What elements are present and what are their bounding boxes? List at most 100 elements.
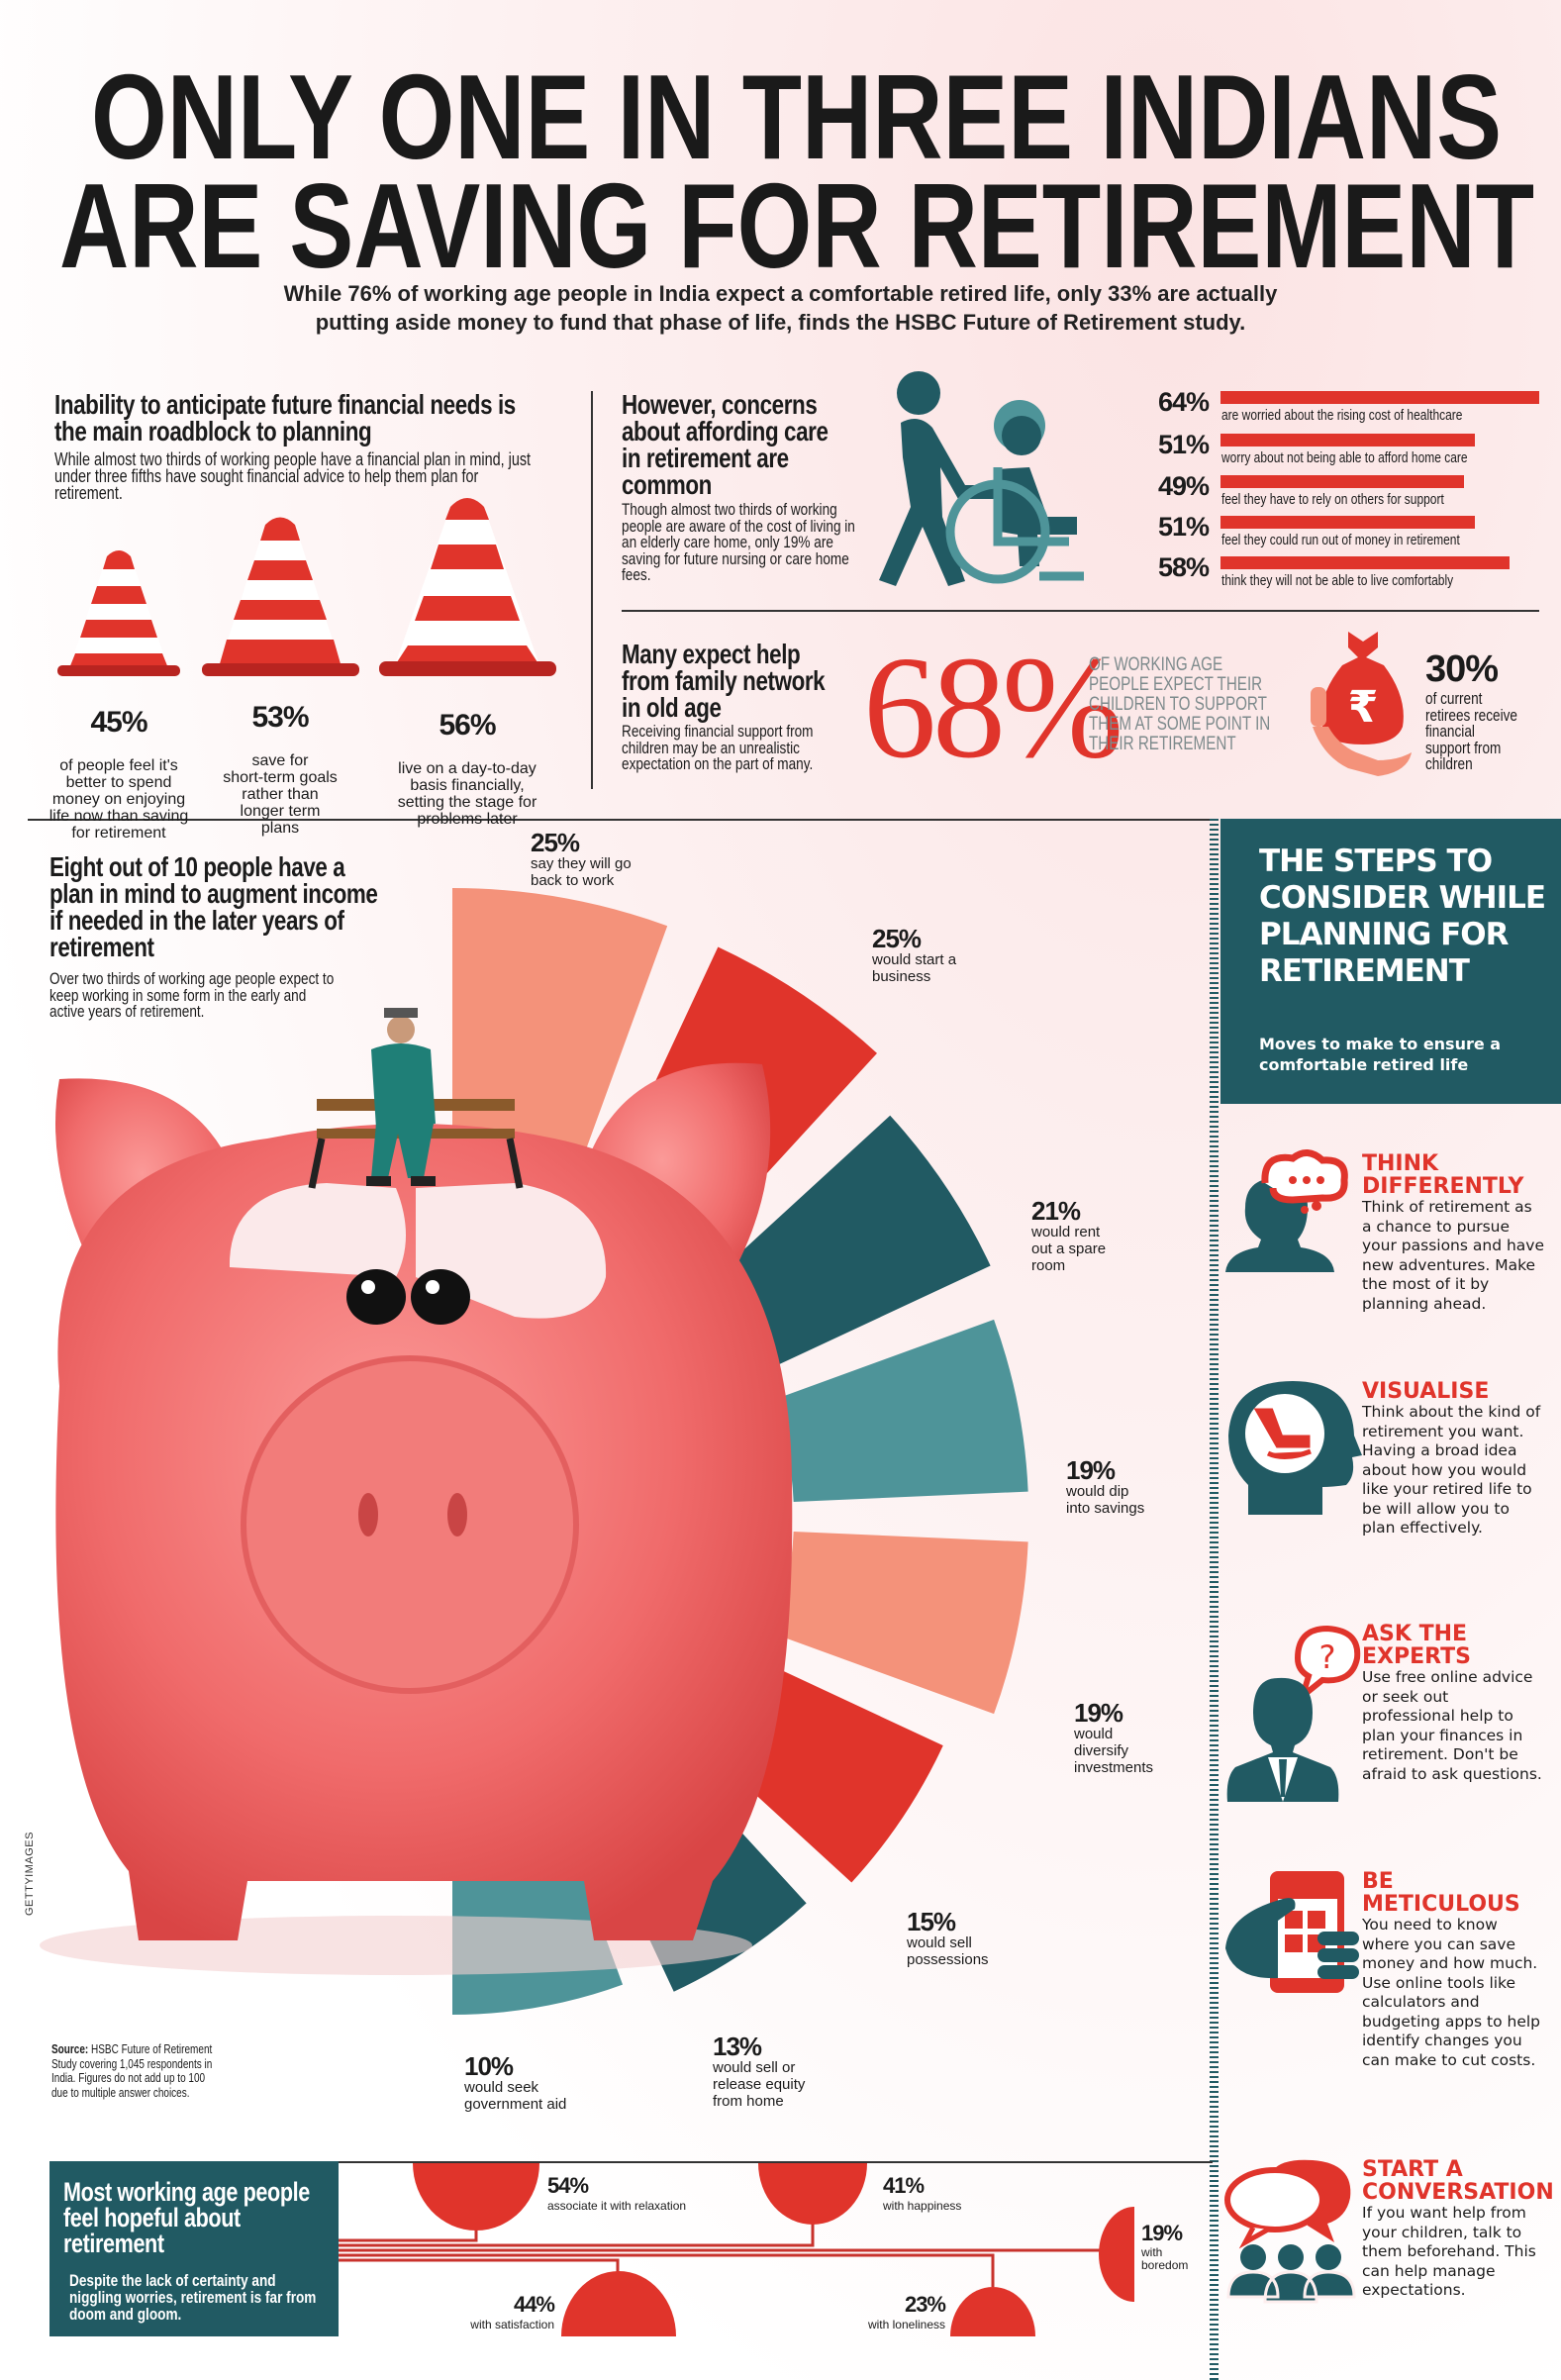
radial-bar-text: would seek government aid bbox=[464, 2079, 567, 2113]
bottom-divider bbox=[49, 2161, 1213, 2163]
step-body: Think of retirement as a chance to pursu… bbox=[1362, 1198, 1545, 1313]
care-stat-pct: 58% bbox=[1158, 552, 1210, 582]
caregiver-wheelchair-icon bbox=[879, 371, 1084, 586]
connector-line bbox=[339, 2228, 478, 2242]
hopeful-mark-happiness bbox=[758, 2163, 867, 2225]
care-stat-pct: 51% bbox=[1158, 512, 1210, 542]
expert-question-icon: ? bbox=[1226, 1625, 1361, 1802]
care-stat-pct: 64% bbox=[1158, 387, 1210, 417]
hopeful-mark-relaxation bbox=[413, 2163, 539, 2231]
radial-bar-label: 25% would start a business bbox=[872, 926, 956, 985]
cone-stat-pct: 45% bbox=[90, 706, 147, 739]
step-item: START A CONVERSATION If you want help fro… bbox=[1362, 2158, 1554, 2301]
radial-bar-text: would rent out a spare room bbox=[1031, 1224, 1107, 1274]
radial-bar-text: would dip into savings bbox=[1066, 1483, 1145, 1517]
cone-stat-text: live on a day-to-day basis financially, … bbox=[397, 760, 537, 828]
care-stat-text: feel they could run out of money in reti… bbox=[1221, 532, 1460, 548]
radial-bar-pct: 19% bbox=[1074, 1698, 1123, 1728]
source-note: Source: HSBC Future of Retirement Study … bbox=[51, 2042, 222, 2100]
radial-bar-pct: 10% bbox=[464, 2051, 514, 2081]
radial-bar bbox=[773, 1319, 1028, 1502]
cone-stat-pct: 56% bbox=[439, 709, 496, 742]
hopeful-pct: 19% bbox=[1141, 2221, 1183, 2245]
radial-bar-pct: 25% bbox=[872, 924, 922, 953]
connector-line bbox=[339, 2258, 620, 2272]
family-heading: Many expect help from family network in … bbox=[622, 639, 826, 723]
hopeful-text: with satisfaction bbox=[470, 2318, 554, 2331]
hopeful-text: with loneliness bbox=[867, 2318, 945, 2331]
augment-body: Over two thirds of working age people ex… bbox=[49, 969, 335, 1021]
source-text: HSBC Future of Retirement Study covering… bbox=[51, 2042, 213, 2100]
step-item: BE METICULOUS You need to know where you … bbox=[1362, 1870, 1545, 2070]
cone-icon bbox=[57, 550, 180, 676]
care-stat-pct: 49% bbox=[1158, 471, 1210, 501]
step-item: THINK DIFFERENTLY Think of retirement as … bbox=[1362, 1152, 1545, 1314]
radial-bar-label: 10% would seek government aid bbox=[464, 2053, 566, 2113]
title-line-2: ARE SAVING FOR RETIREMENT bbox=[59, 158, 1534, 293]
cone-stat-pct: 53% bbox=[251, 701, 309, 734]
family-side-pct: 30% bbox=[1425, 648, 1499, 690]
radial-bar-label: 19% would dip into savings bbox=[1066, 1457, 1144, 1517]
step-item: ASK THE EXPERTS Use free online advice or… bbox=[1362, 1623, 1545, 1784]
care-stat-bar bbox=[1220, 556, 1510, 569]
steps-title: THE STEPS TO CONSIDER WHILE PLANNING FOR… bbox=[1259, 843, 1546, 989]
hopeful-pct: 23% bbox=[904, 2292, 946, 2317]
dashed-separator bbox=[1210, 819, 1219, 2380]
svg-text:₹: ₹ bbox=[1348, 682, 1379, 733]
radial-bar-label: 25% say they will go back to work bbox=[531, 830, 632, 889]
radial-bar-label: 13% would sell or release equity from hom… bbox=[713, 2033, 805, 2110]
hopeful-pct: 54% bbox=[547, 2173, 589, 2198]
step-heading: ASK THE EXPERTS bbox=[1362, 1622, 1471, 1669]
step-body: Think about the kind of retirement you w… bbox=[1362, 1403, 1541, 1537]
hopeful-stat: 44% with satisfaction bbox=[396, 2292, 555, 2331]
step-item: VISUALISE Think about the kind of retirem… bbox=[1362, 1380, 1545, 1538]
hopeful-mark-boredom bbox=[1099, 2207, 1134, 2302]
step-body: If you want help from your children, tal… bbox=[1362, 2204, 1536, 2299]
care-stat-bar bbox=[1220, 475, 1465, 488]
step-heading: THINK DIFFERENTLY bbox=[1362, 1151, 1524, 1199]
step-body: You need to know where you can save mone… bbox=[1362, 1916, 1541, 2069]
hopeful-pct: 41% bbox=[883, 2173, 925, 2198]
radial-bar-label: 15% would sell possessions bbox=[907, 1909, 989, 1968]
cone-icon bbox=[379, 498, 556, 676]
hopeful-text: with boredom bbox=[1141, 2245, 1189, 2272]
augment-heading: Eight out of 10 people have a plan in mi… bbox=[49, 851, 378, 962]
family-big-pct: 68% bbox=[863, 627, 1123, 789]
svg-text:?: ? bbox=[1319, 1638, 1336, 1676]
radial-bar-text: would sell or release equity from home bbox=[713, 2059, 806, 2110]
radial-bar-pct: 25% bbox=[531, 828, 580, 857]
hopeful-stat: 23% with loneliness bbox=[787, 2292, 946, 2331]
radial-bar-text: would diversify investments bbox=[1074, 1726, 1154, 1776]
steps-header: THE STEPS TO CONSIDER WHILE PLANNING FOR… bbox=[1220, 819, 1561, 1104]
rupee-money-bag-icon: ₹ bbox=[1311, 632, 1412, 776]
radial-bar-text: say they will go back to work bbox=[531, 855, 632, 889]
section-divider bbox=[28, 819, 1216, 821]
radial-bar-label: 19% would diversify investments bbox=[1074, 1700, 1153, 1776]
step-heading: START A CONVERSATION bbox=[1362, 2157, 1554, 2205]
radial-bar-label: 21% would rent out a spare room bbox=[1031, 1198, 1106, 1274]
planning-body: While almost two thirds of working peopl… bbox=[54, 449, 532, 503]
steps-subtitle: Moves to make to ensure a comfortable re… bbox=[1259, 1035, 1502, 1074]
hopeful-text: with happiness bbox=[883, 2199, 962, 2213]
cone-stat: 45% of people feel it's better to spend … bbox=[40, 688, 198, 859]
horizontal-divider bbox=[622, 610, 1539, 612]
radial-bar-pct: 19% bbox=[1066, 1455, 1116, 1485]
radial-bar bbox=[773, 1532, 1028, 1715]
cone-stat: 56% live on a day-to-day basis financial… bbox=[383, 691, 551, 845]
title-block: ONLY ONE IN THREE INDIANS ARE SAVING FOR… bbox=[59, 50, 1534, 293]
hopeful-box: Most working age people feel hopeful abo… bbox=[49, 2161, 339, 2336]
radial-bar-pct: 21% bbox=[1031, 1196, 1081, 1226]
care-stat-pct: 51% bbox=[1158, 430, 1210, 459]
hopeful-mark-satisfaction bbox=[561, 2271, 676, 2336]
hopeful-mark-loneliness bbox=[950, 2287, 1035, 2336]
cone-icon bbox=[202, 517, 359, 676]
hopeful-stat: 19% with boredom bbox=[1141, 2221, 1188, 2272]
piggy-bank-photo bbox=[40, 1062, 793, 1975]
subtitle: While 76% of working age people in India… bbox=[0, 279, 1561, 337]
connector-line bbox=[339, 2253, 995, 2287]
care-stat-bar bbox=[1220, 391, 1539, 404]
step-heading: VISUALISE bbox=[1362, 1379, 1490, 1404]
step-body: Use free online advice or seek out profe… bbox=[1362, 1668, 1542, 1783]
